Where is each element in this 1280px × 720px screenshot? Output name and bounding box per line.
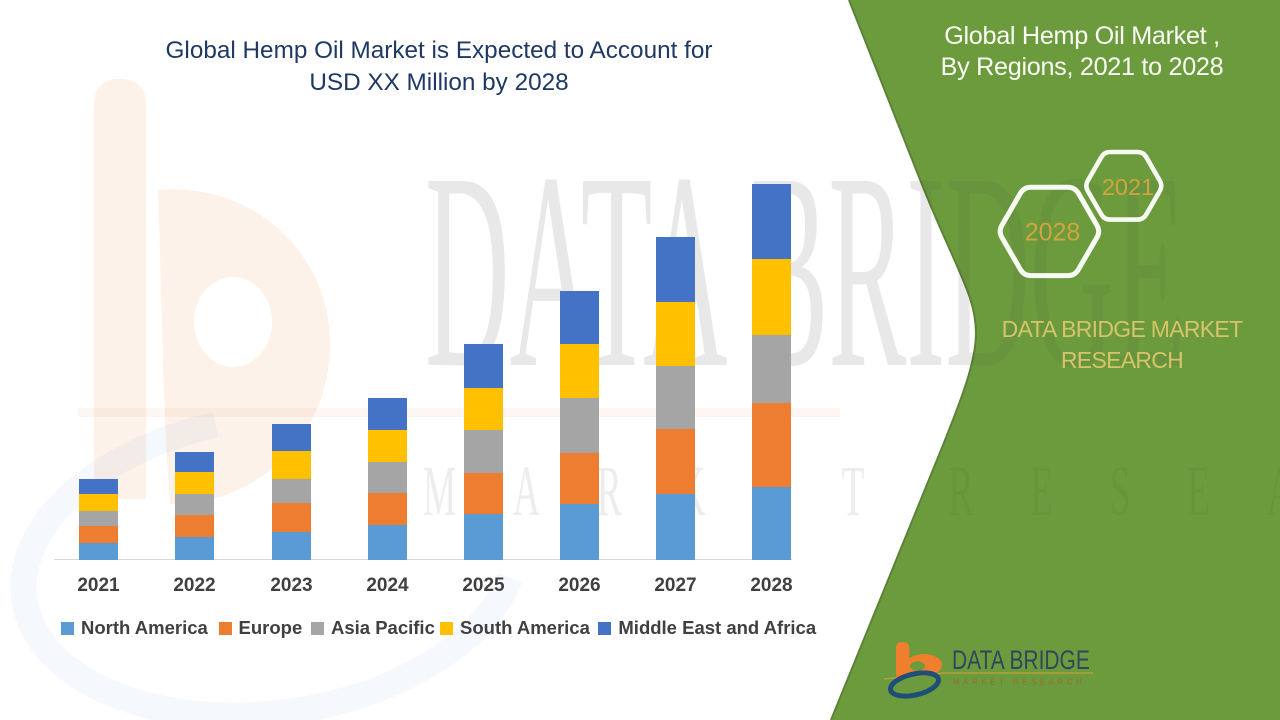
- svg-text:2028: 2028: [1025, 219, 1081, 247]
- svg-text:MARKET RESEARCH: MARKET RESEARCH: [953, 678, 1085, 687]
- svg-text:DATA BRIDGE: DATA BRIDGE: [952, 646, 1090, 676]
- svg-text:2021: 2021: [1102, 174, 1154, 200]
